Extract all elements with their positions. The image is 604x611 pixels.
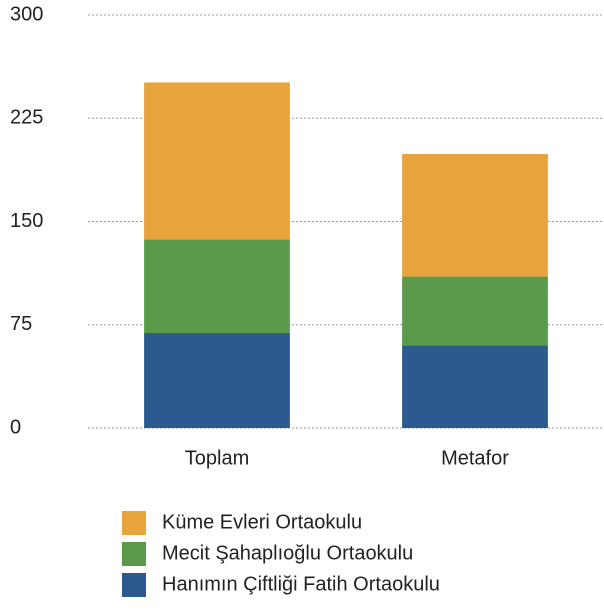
legend-label: Mecit Şahaplıoğlu Ortaokulu [162,542,413,564]
y-tick-label: 0 [10,416,21,438]
legend-label: Küme Evleri Ortaokulu [162,511,362,533]
y-tick-label: 75 [10,313,32,335]
y-tick-label: 150 [10,210,43,232]
bar-segment [144,333,290,428]
y-tick-label: 300 [10,3,43,25]
y-tick-label: 225 [10,107,43,129]
legend-swatch [122,573,146,597]
x-tick-label: Metafor [441,447,509,469]
x-tick-label: Toplam [185,447,249,469]
bar-segment [402,276,548,346]
bar-segment [144,239,290,334]
legend-swatch [122,542,146,566]
bar-segment [144,82,290,240]
legend-label: Hanımın Çiftliği Fatih Ortaokulu [162,573,440,595]
bar-segment [402,154,548,277]
legend-swatch [122,511,146,535]
bar-segment [402,345,548,428]
